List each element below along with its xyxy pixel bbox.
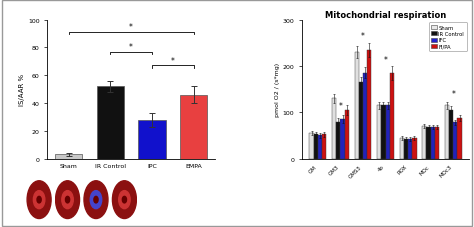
Bar xyxy=(382,106,385,159)
Bar xyxy=(412,138,417,159)
Bar xyxy=(422,127,427,159)
Bar xyxy=(310,133,314,159)
Bar xyxy=(431,128,435,159)
Text: *: * xyxy=(129,43,133,52)
Bar xyxy=(367,50,372,159)
Bar xyxy=(427,128,431,159)
Bar xyxy=(180,95,207,159)
Bar xyxy=(336,122,340,159)
Circle shape xyxy=(118,191,130,209)
Title: Mitochondrial respiration: Mitochondrial respiration xyxy=(325,11,446,20)
Bar xyxy=(363,74,367,159)
Text: *: * xyxy=(338,101,342,111)
Circle shape xyxy=(112,181,137,219)
Bar xyxy=(318,136,322,159)
Circle shape xyxy=(65,197,70,203)
Text: *: * xyxy=(171,57,175,65)
Circle shape xyxy=(33,191,45,209)
Bar xyxy=(390,74,394,159)
Bar xyxy=(385,106,390,159)
Bar xyxy=(377,106,382,159)
Y-axis label: IS/AAR %: IS/AAR % xyxy=(19,74,25,106)
Text: *: * xyxy=(129,23,133,32)
Title: Infarct size: Infarct size xyxy=(105,0,158,3)
Bar xyxy=(322,135,326,159)
Y-axis label: pmol O2 / (s*mg): pmol O2 / (s*mg) xyxy=(275,63,280,117)
Bar xyxy=(453,123,457,159)
Bar xyxy=(457,118,462,159)
Circle shape xyxy=(55,181,80,219)
Bar xyxy=(435,128,439,159)
Bar xyxy=(138,120,165,159)
Bar xyxy=(445,106,449,159)
Bar xyxy=(314,135,318,159)
Bar xyxy=(404,140,408,159)
Circle shape xyxy=(84,181,108,219)
Circle shape xyxy=(94,197,98,203)
Bar xyxy=(332,99,336,159)
Bar xyxy=(408,140,412,159)
Text: *: * xyxy=(383,55,388,64)
Circle shape xyxy=(122,197,127,203)
Bar xyxy=(97,87,124,159)
Text: *: * xyxy=(361,32,365,41)
Bar xyxy=(345,111,349,159)
Bar xyxy=(400,138,404,159)
Bar xyxy=(359,83,363,159)
Bar xyxy=(355,53,359,159)
Legend: Sham, IR Control, IFC, FI/PA: Sham, IR Control, IFC, FI/PA xyxy=(428,23,466,52)
Circle shape xyxy=(27,181,51,219)
Text: *: * xyxy=(451,90,455,99)
Bar xyxy=(449,111,453,159)
Circle shape xyxy=(37,197,41,203)
Circle shape xyxy=(62,191,73,209)
Bar xyxy=(55,155,82,159)
Bar xyxy=(340,120,345,159)
Circle shape xyxy=(90,191,102,209)
